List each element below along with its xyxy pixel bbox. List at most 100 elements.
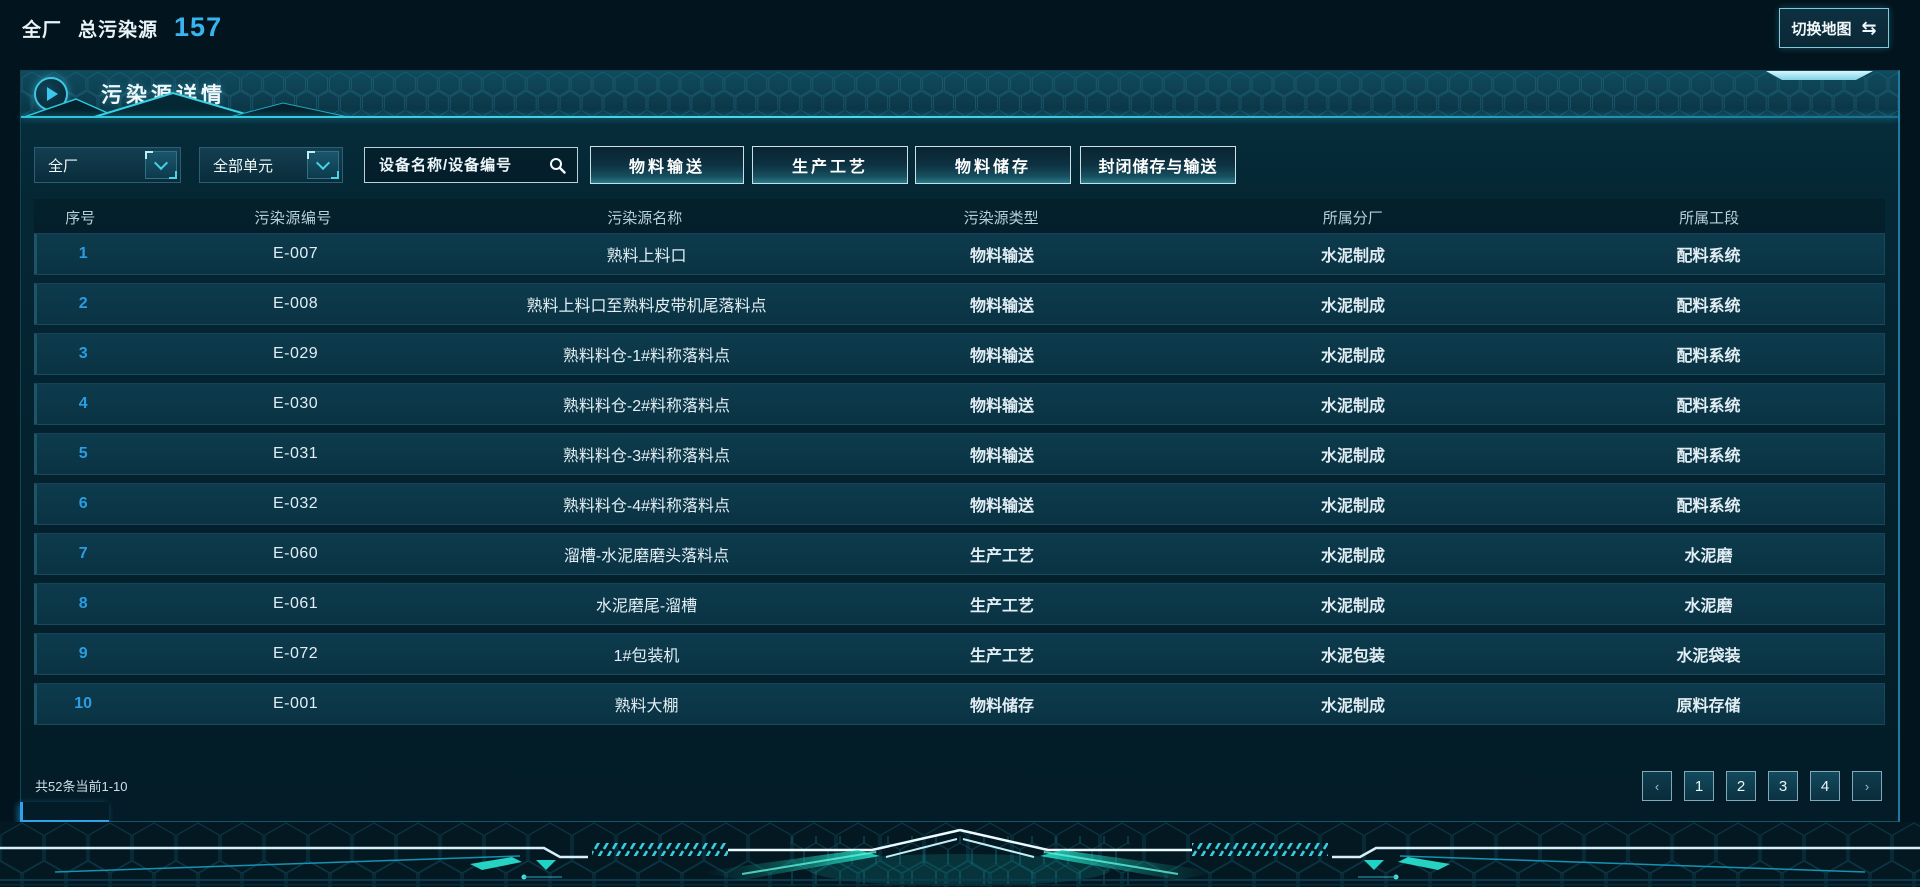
cell-type: 物料输送 bbox=[970, 398, 1035, 415]
pagination: ‹ 1 2 3 4 › bbox=[1642, 771, 1882, 801]
footer-decoration bbox=[0, 822, 1920, 887]
search-icon[interactable] bbox=[549, 157, 566, 174]
filter-bar: 全厂 全部单元 物料输送 生产工艺 物料储存 封闭储存与输送 bbox=[21, 146, 1898, 184]
play-icon bbox=[34, 77, 68, 111]
column-header-index: 序号 bbox=[65, 209, 96, 227]
cell-section: 原料存储 bbox=[1676, 698, 1741, 715]
table-row[interactable]: 10 E-001 熟料大棚 物料储存 水泥制成 原料存储 bbox=[34, 683, 1885, 725]
cell-index[interactable]: 9 bbox=[78, 645, 88, 662]
category-button-closed-storage-transport[interactable]: 封闭储存与输送 bbox=[1080, 146, 1236, 184]
table-row[interactable]: 9 E-072 1#包装机 生产工艺 水泥包装 水泥袋装 bbox=[34, 633, 1885, 675]
table-row[interactable]: 7 E-060 溜槽-水泥磨磨头落料点 生产工艺 水泥制成 水泥磨 bbox=[34, 533, 1885, 575]
metric-label: 总污染源 bbox=[78, 20, 159, 41]
cell-section: 水泥磨 bbox=[1684, 548, 1733, 565]
category-button-material-storage[interactable]: 物料储存 bbox=[915, 146, 1071, 184]
column-header-name: 污染源名称 bbox=[607, 209, 683, 227]
cell-plant: 水泥制成 bbox=[1320, 298, 1385, 315]
cell-index[interactable]: 10 bbox=[74, 695, 93, 712]
unit-dropdown[interactable]: 全部单元 bbox=[199, 147, 343, 183]
page-prev-button[interactable]: ‹ bbox=[1642, 771, 1672, 801]
cell-index[interactable]: 6 bbox=[78, 495, 88, 512]
cell-name: 熟料上料口至熟料皮带机尾落料点 bbox=[526, 298, 767, 315]
cell-plant: 水泥制成 bbox=[1320, 498, 1385, 515]
cell-section: 配料系统 bbox=[1676, 398, 1741, 415]
cell-index[interactable]: 5 bbox=[78, 445, 88, 462]
column-header-code: 污染源编号 bbox=[254, 209, 332, 227]
cell-type: 物料输送 bbox=[970, 248, 1035, 265]
page-number-button[interactable]: 3 bbox=[1768, 771, 1798, 801]
cell-index[interactable]: 7 bbox=[78, 545, 88, 562]
panel-header: 污染源详情 bbox=[21, 71, 1898, 118]
category-button-material-transport[interactable]: 物料输送 bbox=[590, 146, 744, 184]
swap-arrows-icon: ⇆ bbox=[1861, 17, 1877, 38]
cell-name: 熟料上料口 bbox=[606, 248, 687, 265]
page-number-button[interactable]: 1 bbox=[1684, 771, 1714, 801]
cell-type: 物料输送 bbox=[970, 498, 1035, 515]
column-header-type: 污染源类型 bbox=[963, 209, 1039, 227]
cell-section: 配料系统 bbox=[1676, 448, 1741, 465]
cell-code: E-007 bbox=[272, 245, 319, 262]
cell-name: 熟料料仓-1#料称落料点 bbox=[562, 348, 731, 365]
page-number-button[interactable]: 2 bbox=[1726, 771, 1756, 801]
device-search-box bbox=[364, 147, 578, 183]
device-search-input[interactable] bbox=[365, 156, 549, 174]
table-row[interactable]: 4 E-030 熟料料仓-2#料称落料点 物料输送 水泥制成 配料系统 bbox=[34, 383, 1885, 425]
cell-name: 1#包装机 bbox=[613, 648, 680, 665]
chevron-down-icon[interactable] bbox=[307, 151, 339, 179]
cell-plant: 水泥包装 bbox=[1320, 648, 1385, 665]
cell-code: E-031 bbox=[272, 445, 319, 462]
cell-name: 熟料料仓-4#料称落料点 bbox=[562, 498, 731, 515]
cell-index[interactable]: 1 bbox=[78, 245, 88, 262]
cell-plant: 水泥制成 bbox=[1320, 248, 1385, 265]
hexagon-pattern bbox=[21, 71, 1898, 116]
cell-code: E-072 bbox=[272, 645, 319, 662]
cell-name: 溜槽-水泥磨磨头落料点 bbox=[563, 548, 730, 565]
table-row[interactable]: 5 E-031 熟料料仓-3#料称落料点 物料输送 水泥制成 配料系统 bbox=[34, 433, 1885, 475]
cell-section: 水泥袋装 bbox=[1676, 648, 1741, 665]
cell-section: 配料系统 bbox=[1676, 498, 1741, 515]
cell-section: 配料系统 bbox=[1676, 348, 1741, 365]
cell-name: 熟料料仓-3#料称落料点 bbox=[562, 448, 731, 465]
table-header-row: 序号 污染源编号 污染源名称 污染源类型 所属分厂 所属工段 bbox=[34, 199, 1885, 235]
cell-plant: 水泥制成 bbox=[1320, 598, 1385, 615]
cell-index[interactable]: 8 bbox=[78, 595, 88, 612]
page-next-button[interactable]: › bbox=[1852, 771, 1882, 801]
panel-corner-accent bbox=[20, 802, 109, 823]
pollution-source-detail-panel: 污染源详情 全厂 全部单元 bbox=[20, 70, 1900, 823]
cell-section: 配料系统 bbox=[1676, 248, 1741, 265]
cell-plant: 水泥制成 bbox=[1320, 548, 1385, 565]
switch-map-button[interactable]: 切换地图 ⇆ bbox=[1779, 8, 1889, 48]
chevron-down-icon[interactable] bbox=[145, 151, 177, 179]
panel-title: 污染源详情 bbox=[101, 83, 226, 107]
cell-index[interactable]: 4 bbox=[78, 395, 88, 412]
cell-name: 熟料大棚 bbox=[614, 698, 679, 715]
plant-dropdown[interactable]: 全厂 bbox=[34, 147, 181, 183]
table-row[interactable]: 3 E-029 熟料料仓-1#料称落料点 物料输送 水泥制成 配料系统 bbox=[34, 333, 1885, 375]
page-number-button[interactable]: 4 bbox=[1810, 771, 1840, 801]
cell-plant: 水泥制成 bbox=[1320, 398, 1385, 415]
table-row[interactable]: 1 E-007 熟料上料口 物料输送 水泥制成 配料系统 bbox=[34, 233, 1885, 275]
table-row[interactable]: 6 E-032 熟料料仓-4#料称落料点 物料输送 水泥制成 配料系统 bbox=[34, 483, 1885, 525]
table-row[interactable]: 2 E-008 熟料上料口至熟料皮带机尾落料点 物料输送 水泥制成 配料系统 bbox=[34, 283, 1885, 325]
cell-code: E-061 bbox=[272, 595, 319, 612]
cell-index[interactable]: 3 bbox=[78, 345, 88, 362]
category-button-production-process[interactable]: 生产工艺 bbox=[752, 146, 908, 184]
cell-plant: 水泥制成 bbox=[1320, 448, 1385, 465]
column-header-plant: 所属分厂 bbox=[1322, 209, 1383, 227]
cell-type: 物料输送 bbox=[970, 348, 1035, 365]
cell-plant: 水泥制成 bbox=[1320, 348, 1385, 365]
cell-type: 生产工艺 bbox=[970, 648, 1035, 665]
header-notch-decoration bbox=[1766, 71, 1873, 80]
cell-section: 水泥磨 bbox=[1684, 598, 1733, 615]
table-row[interactable]: 8 E-061 水泥磨尾-溜槽 生产工艺 水泥制成 水泥磨 bbox=[34, 583, 1885, 625]
record-count-summary: 共52条当前1-10 bbox=[35, 779, 128, 794]
page-title: 全厂 总污染源 157 bbox=[22, 12, 222, 43]
column-header-section: 所属工段 bbox=[1679, 209, 1740, 227]
cell-code: E-060 bbox=[272, 545, 319, 562]
cell-type: 物料储存 bbox=[970, 698, 1035, 715]
cell-index[interactable]: 2 bbox=[78, 295, 88, 312]
scope-label: 全厂 bbox=[22, 20, 63, 41]
cell-code: E-032 bbox=[272, 495, 319, 512]
cell-name: 熟料料仓-2#料称落料点 bbox=[562, 398, 731, 415]
